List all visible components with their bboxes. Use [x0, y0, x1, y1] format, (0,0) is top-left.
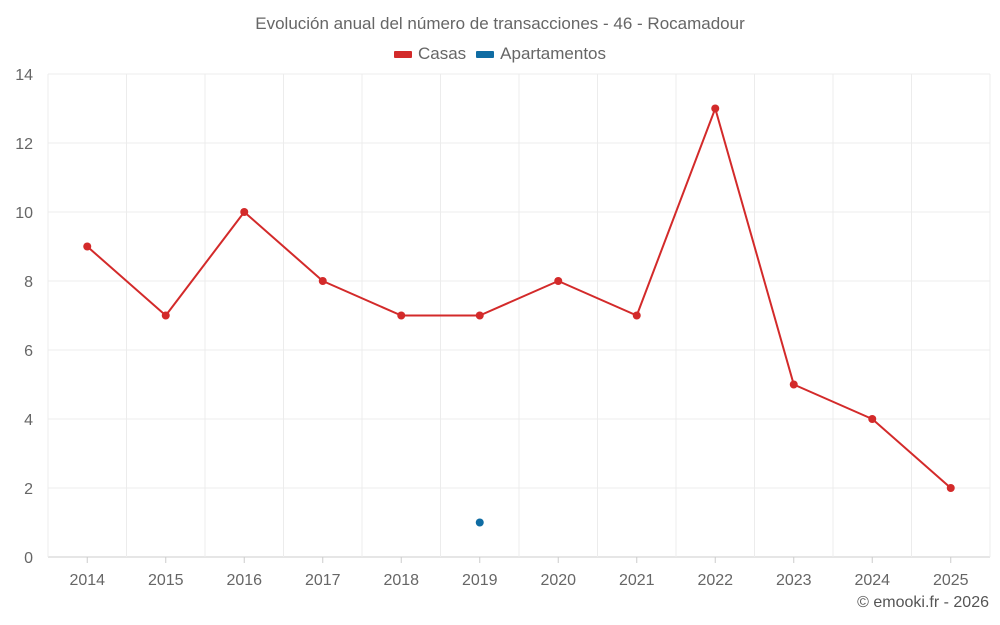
chart-title: Evolución anual del número de transaccio… [255, 14, 745, 33]
series-line-casas [714, 107, 795, 386]
series-line-casas [792, 383, 874, 420]
x-tick-label: 2016 [226, 572, 262, 589]
y-tick-label: 2 [24, 481, 33, 498]
data-point-casas [83, 242, 92, 251]
legend-swatch-casas [393, 50, 412, 58]
data-point-casas [475, 311, 484, 320]
series-line-casas [321, 280, 403, 317]
y-tick-label: 4 [24, 412, 33, 429]
y-tick-label: 14 [15, 67, 33, 84]
data-point-casas [240, 208, 249, 216]
x-tick-label: 2017 [305, 572, 341, 589]
legend-label-apartamentos: Apartamentos [500, 44, 607, 63]
x-tick-label: 2024 [854, 572, 890, 589]
x-tick-label: 2019 [462, 572, 498, 589]
series-line-casas [557, 280, 638, 317]
legend-swatch-apartamentos [476, 50, 495, 58]
data-point-casas [161, 311, 170, 320]
data-point-casas [789, 380, 798, 389]
legend-item-casas[interactable]: Casas [393, 44, 467, 64]
data-point-casas [397, 311, 406, 320]
y-tick-label: 8 [24, 274, 33, 291]
legend-item-apartamentos[interactable]: Apartamentos [476, 44, 606, 64]
series-line-casas [86, 245, 167, 317]
data-point-casas [554, 277, 563, 285]
x-tick-label: 2022 [697, 572, 733, 589]
y-tick-label: 6 [24, 343, 33, 360]
data-point-apartamentos [475, 518, 484, 527]
data-point-casas [868, 415, 877, 423]
y-tick-label: 0 [24, 550, 33, 567]
series-line-casas [871, 418, 952, 489]
data-point-casas [318, 277, 327, 285]
data-point-casas [711, 104, 720, 113]
series-line-casas [243, 211, 324, 282]
x-tick-label: 2018 [383, 572, 419, 589]
x-tick-label: 2021 [619, 572, 655, 589]
x-tick-label: 2023 [776, 572, 812, 589]
x-tick-label: 2014 [69, 572, 105, 589]
x-tick-label: 2015 [148, 572, 184, 589]
series-line-casas [164, 211, 246, 317]
legend: Casas Apartamentos [0, 44, 1000, 64]
data-point-casas [946, 484, 955, 492]
x-tick-label: 2020 [540, 572, 576, 589]
legend-label-casas: Casas [417, 44, 467, 63]
credit-text: © emooki.fr - 2026 [857, 594, 989, 611]
y-tick-label: 10 [15, 205, 33, 222]
series-line-casas [635, 107, 717, 317]
data-point-casas [632, 311, 641, 320]
series-line-casas [478, 280, 560, 317]
y-tick-label: 12 [15, 136, 33, 153]
x-tick-label: 2025 [933, 572, 969, 589]
